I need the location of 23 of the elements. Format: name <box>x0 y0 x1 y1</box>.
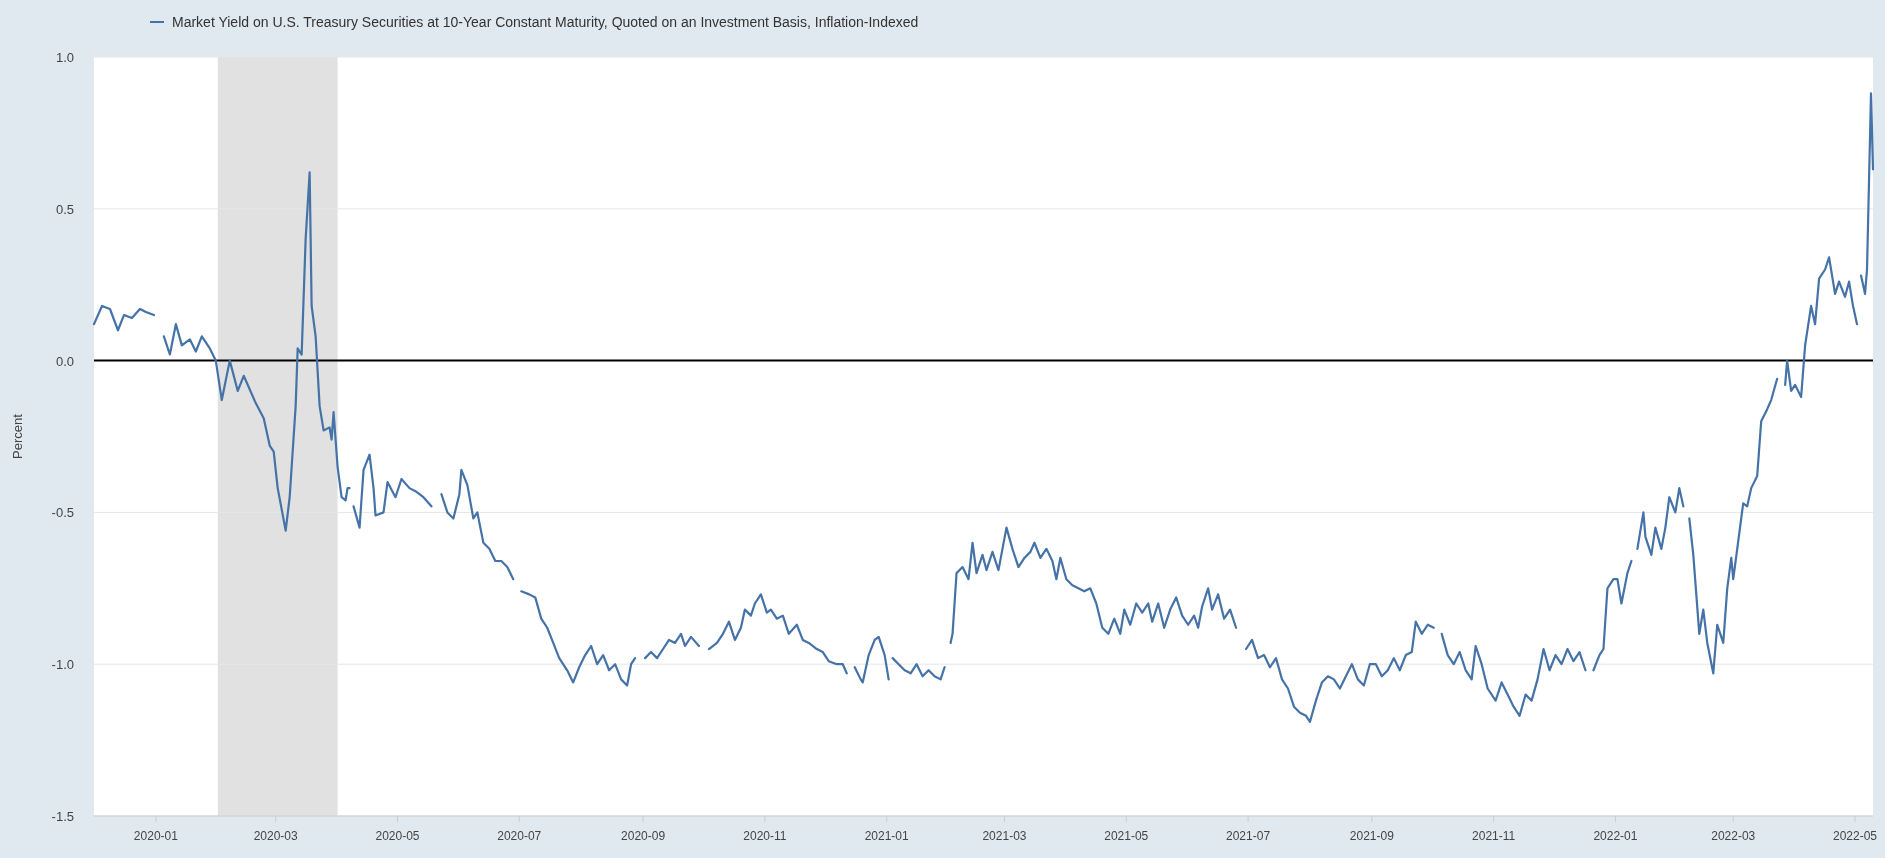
y-tick-label: -0.5 <box>51 505 74 521</box>
x-tick-label: 2020-11 <box>743 829 787 843</box>
y-tick-label: -1.0 <box>51 657 74 673</box>
x-tick-label: 2021-09 <box>1349 829 1395 843</box>
y-axis-title: Percent <box>10 413 25 459</box>
x-tick-label: 2021-11 <box>1472 829 1516 843</box>
y-tick-label: 1.0 <box>55 50 74 65</box>
x-tick-label: 2020-03 <box>253 829 299 843</box>
x-tick-label: 2020-05 <box>375 829 420 843</box>
x-tick-label: 2021-07 <box>1226 829 1271 843</box>
x-tick-label: 2020-01 <box>133 829 179 843</box>
legend-label: Market Yield on U.S. Treasury Securities at 10-Year Constant Maturity, Quoted on an Investment Basis, Inflation-Indexed <box>172 14 919 30</box>
x-tick-label: 2021-05 <box>1104 829 1149 843</box>
x-tick-label: 2020-07 <box>497 829 542 843</box>
y-tick-label: 0.5 <box>55 201 74 217</box>
x-tick-label: 2022-05 <box>1833 829 1878 843</box>
x-tick-label: 2021-03 <box>982 829 1027 843</box>
x-tick-label: 2020-09 <box>621 829 666 843</box>
x-tick-label: 2022-01 <box>1593 829 1638 843</box>
x-tick-label: 2021-01 <box>864 829 910 843</box>
y-tick-label: -1.5 <box>51 809 74 824</box>
y-tick-label: 0.0 <box>55 353 74 369</box>
x-tick-label: 2022-03 <box>1711 829 1756 843</box>
